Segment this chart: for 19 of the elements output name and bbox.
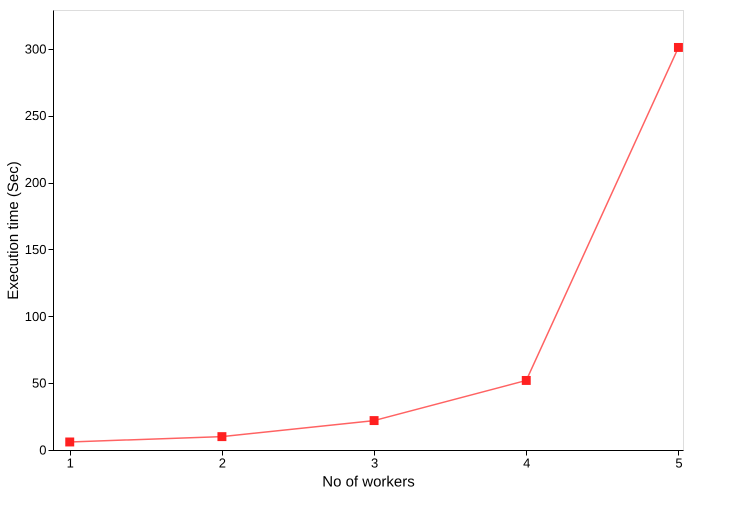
- y-tick-label: 0: [39, 442, 46, 458]
- y-tick-label: 300: [24, 41, 46, 56]
- x-tick-label: 1: [66, 456, 74, 470]
- x-tick-label: 5: [675, 456, 683, 470]
- y-tick-label: 250: [24, 108, 46, 124]
- point: [522, 376, 531, 385]
- y-tick-label: 50: [32, 376, 46, 391]
- x-axis-title: No of workers: [322, 474, 415, 490]
- y-tick-label: 100: [24, 308, 46, 324]
- y-tick-label: 150: [24, 242, 46, 257]
- x-tick-label: 3: [370, 456, 378, 470]
- y-axis-title: Execution time (Sec): [4, 161, 22, 300]
- point: [674, 42, 683, 52]
- point: [65, 438, 74, 446]
- x-tick-label: 4: [523, 456, 530, 470]
- point: [217, 432, 226, 442]
- y-tick-label: 200: [24, 175, 46, 190]
- x-tick-label: 2: [218, 456, 226, 470]
- point: [370, 416, 379, 426]
